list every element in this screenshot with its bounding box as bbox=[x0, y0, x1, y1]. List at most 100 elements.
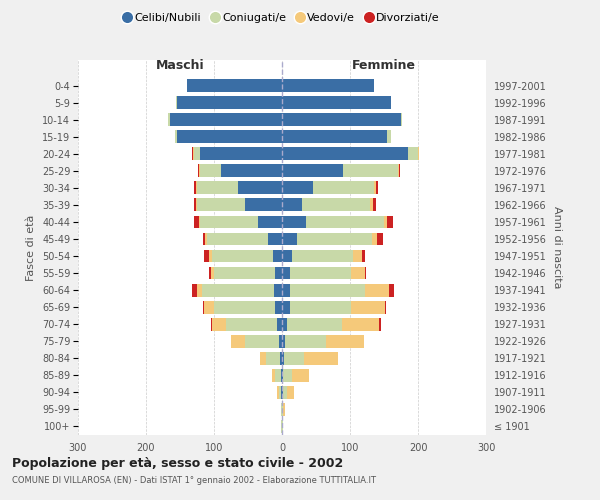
Bar bbox=[282, 403, 286, 416]
Y-axis label: Fasce di età: Fasce di età bbox=[26, 214, 37, 280]
Bar bbox=[282, 386, 293, 399]
Bar bbox=[282, 386, 283, 399]
Bar bbox=[282, 301, 290, 314]
Bar bbox=[282, 198, 376, 211]
Bar bbox=[187, 79, 282, 92]
Bar bbox=[196, 198, 282, 211]
Bar bbox=[282, 266, 365, 280]
Bar bbox=[282, 148, 419, 160]
Bar bbox=[282, 96, 391, 109]
Bar bbox=[282, 250, 365, 262]
Bar bbox=[281, 369, 282, 382]
Bar bbox=[187, 79, 282, 92]
Bar bbox=[282, 148, 408, 160]
Bar bbox=[282, 284, 290, 296]
Bar bbox=[282, 369, 292, 382]
Bar bbox=[238, 182, 282, 194]
Bar bbox=[196, 182, 282, 194]
Bar bbox=[282, 164, 343, 177]
Bar bbox=[209, 250, 282, 262]
Bar bbox=[194, 182, 282, 194]
Bar bbox=[176, 96, 282, 109]
Bar bbox=[282, 148, 419, 160]
Bar bbox=[282, 96, 391, 109]
Bar bbox=[278, 386, 282, 399]
Bar bbox=[282, 232, 383, 245]
Bar bbox=[221, 164, 282, 177]
Bar bbox=[278, 335, 282, 347]
Bar bbox=[169, 114, 282, 126]
Bar bbox=[282, 386, 293, 399]
Bar bbox=[281, 420, 282, 433]
Bar bbox=[200, 164, 282, 177]
Bar bbox=[245, 198, 282, 211]
Bar bbox=[282, 164, 400, 177]
Bar bbox=[205, 232, 282, 245]
Bar bbox=[203, 301, 282, 314]
Bar bbox=[192, 148, 282, 160]
Bar bbox=[282, 232, 372, 245]
Bar bbox=[282, 114, 403, 126]
Bar bbox=[282, 318, 342, 330]
Bar bbox=[282, 284, 394, 296]
Bar bbox=[273, 250, 282, 262]
Bar bbox=[282, 79, 374, 92]
Bar bbox=[281, 403, 282, 416]
Bar bbox=[282, 79, 374, 92]
Bar bbox=[197, 164, 282, 177]
Bar bbox=[211, 318, 282, 330]
Bar bbox=[169, 114, 282, 126]
Bar bbox=[282, 335, 286, 347]
Bar bbox=[282, 216, 388, 228]
Bar bbox=[245, 335, 282, 347]
Bar bbox=[191, 284, 282, 296]
Bar bbox=[194, 198, 282, 211]
Bar bbox=[211, 266, 282, 280]
Bar bbox=[268, 232, 282, 245]
Bar bbox=[282, 250, 292, 262]
Bar bbox=[212, 250, 282, 262]
Bar bbox=[282, 114, 403, 126]
Bar bbox=[282, 335, 364, 347]
Text: COMUNE DI VILLAROSA (EN) - Dati ISTAT 1° gennaio 2002 - Elaborazione TUTTITALIA.: COMUNE DI VILLAROSA (EN) - Dati ISTAT 1°… bbox=[12, 476, 376, 485]
Bar bbox=[282, 232, 297, 245]
Bar bbox=[282, 232, 377, 245]
Bar bbox=[203, 232, 282, 245]
Bar bbox=[212, 318, 282, 330]
Text: Popolazione per età, sesso e stato civile - 2002: Popolazione per età, sesso e stato civil… bbox=[12, 458, 343, 470]
Bar bbox=[187, 79, 282, 92]
Bar bbox=[282, 182, 378, 194]
Bar bbox=[282, 420, 283, 433]
Bar bbox=[282, 96, 391, 109]
Bar bbox=[281, 420, 282, 433]
Bar bbox=[282, 182, 376, 194]
Bar bbox=[214, 266, 282, 280]
Bar bbox=[282, 198, 373, 211]
Bar bbox=[170, 114, 282, 126]
Bar bbox=[209, 266, 282, 280]
Bar bbox=[282, 369, 308, 382]
Bar bbox=[260, 352, 282, 364]
Bar bbox=[282, 182, 374, 194]
Bar bbox=[282, 79, 374, 92]
Bar bbox=[193, 148, 282, 160]
Bar bbox=[275, 301, 282, 314]
Bar bbox=[282, 352, 304, 364]
Bar bbox=[282, 352, 338, 364]
Bar bbox=[231, 335, 282, 347]
Bar bbox=[282, 301, 352, 314]
Bar bbox=[282, 284, 389, 296]
Bar bbox=[282, 130, 391, 143]
Bar bbox=[282, 216, 393, 228]
Bar bbox=[282, 318, 287, 330]
Bar bbox=[175, 130, 282, 143]
Bar bbox=[281, 420, 282, 433]
Bar bbox=[200, 216, 282, 228]
Bar bbox=[274, 284, 282, 296]
Bar bbox=[194, 216, 282, 228]
Bar bbox=[282, 352, 284, 364]
Bar bbox=[282, 335, 326, 347]
Bar bbox=[199, 216, 282, 228]
Bar bbox=[204, 301, 282, 314]
Bar bbox=[282, 114, 403, 126]
